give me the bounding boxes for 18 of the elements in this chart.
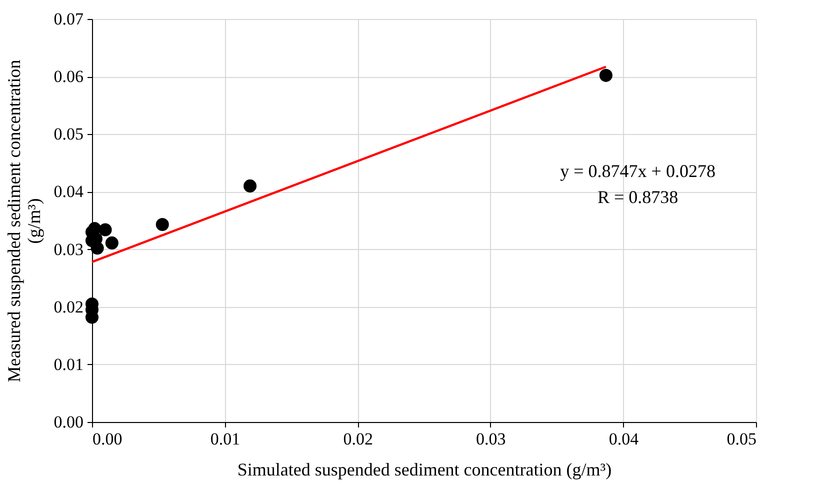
annotation: y = 0.8747x + 0.0278 (560, 161, 716, 182)
y-tick-label: 0.06 (54, 67, 84, 86)
x-tick-label: 0.02 (343, 430, 373, 448)
x-tick-label: 0.05 (726, 430, 756, 448)
annotation: R = 0.8738 (597, 187, 678, 208)
x-tick-label: 0.03 (476, 430, 506, 448)
x-axis-title: Simulated suspended sediment concentration (g/m³) (237, 460, 612, 480)
x-tick-label: 0.01 (210, 430, 240, 448)
y-tick-label: 0.05 (54, 124, 84, 144)
y-tick-label: 0.04 (54, 182, 84, 202)
y-axis-title: Measured suspended sediment concentration (g/m³) (4, 60, 44, 382)
y-tick-label: 0.01 (54, 354, 84, 374)
y-tick-label: 0.00 (54, 412, 84, 432)
y-tick-label: 0.07 (54, 10, 84, 28)
y-tick-label: 0.03 (54, 240, 84, 259)
y-tick-label: 0.02 (54, 297, 84, 316)
x-tick-label: 0.04 (608, 430, 640, 448)
x-tick-label: 0.00 (92, 430, 122, 448)
